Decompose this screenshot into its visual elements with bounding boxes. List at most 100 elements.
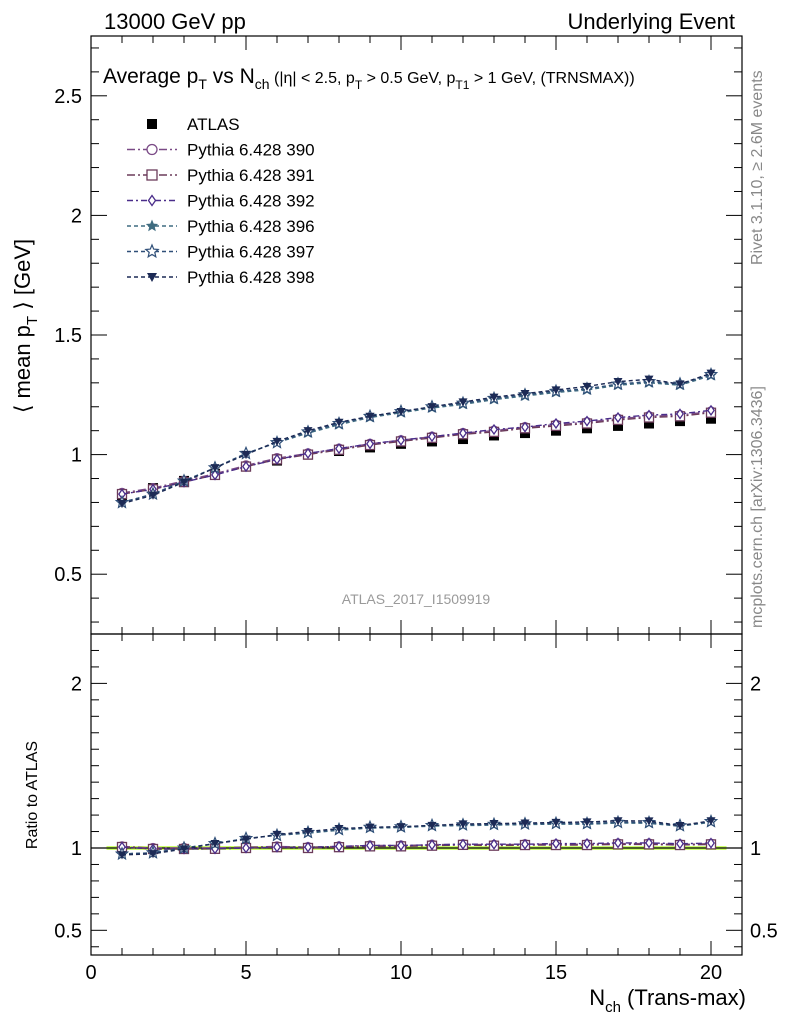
data-point: [552, 837, 560, 850]
data-point: [334, 824, 344, 834]
ratio-series: [114, 813, 719, 861]
data-point: [490, 423, 498, 436]
ratio-ticks: 0 5 10 15 20 0.5 0.5 1 1 2 2: [54, 633, 778, 984]
data-point: [707, 404, 715, 416]
data-point: [458, 820, 468, 829]
series-1: [116, 406, 717, 499]
data-point: [303, 827, 313, 837]
data-point: [303, 427, 313, 436]
xlabel-a: N: [589, 985, 605, 1010]
ratio-panel: 0 5 10 15 20 0.5 0.5 1 1 2 2 Ratio to ATLAS: [24, 633, 778, 984]
data-point: [521, 421, 529, 433]
rivet-label: Rivet 3.1.10, ≥ 2.6M events: [749, 70, 766, 265]
data-point: [552, 417, 560, 430]
data-point: [458, 398, 468, 407]
data-point: [273, 453, 281, 466]
mcplots-label: mcplots.cern.ch [arXiv:1306.3436]: [749, 386, 766, 628]
main-series: [114, 366, 719, 509]
data-point: [676, 838, 684, 850]
data-point: [428, 839, 436, 851]
data-point: [147, 273, 157, 282]
data-point: [397, 839, 405, 852]
series-4: [114, 813, 719, 861]
data-point: [706, 413, 716, 424]
data-point: [583, 837, 591, 850]
data-point: [706, 369, 716, 378]
y-tick-label-right: 1: [750, 838, 761, 860]
data-point: [645, 837, 653, 849]
data-point: [613, 378, 623, 387]
title-sub-ch: ch: [255, 76, 270, 92]
data-point: [397, 434, 405, 446]
legend-label: Pythia 6.428 391: [187, 166, 315, 185]
y-tick-label: 0.5: [54, 564, 82, 586]
data-point: [459, 838, 467, 850]
x-tick-label: 5: [240, 962, 251, 984]
data-point: [147, 194, 157, 207]
header-left: 13000 GeV pp: [104, 9, 246, 34]
x-tick-label: 15: [545, 962, 567, 984]
data-point: [117, 851, 127, 860]
data-point: [241, 451, 251, 460]
ratio-ylabel: Ratio to ATLAS: [24, 741, 41, 849]
title-sub-t1: T1: [455, 78, 469, 92]
analysis-watermark: ATLAS_2017_I1509919: [342, 591, 491, 607]
data-point: [146, 143, 158, 156]
main-ylabel: ⟨ mean pT ⟩ [GeV]: [10, 239, 41, 413]
data-point: [396, 823, 406, 832]
data-point: [146, 169, 158, 181]
y-tick-label: 2.5: [54, 86, 82, 108]
legend-entry: Pythia 6.428 391: [127, 166, 315, 185]
series-2: [118, 837, 715, 855]
title-sub-t: T: [198, 76, 207, 92]
data-point: [272, 830, 282, 840]
data-point: [459, 427, 467, 439]
legend-label: Pythia 6.428 392: [187, 192, 315, 211]
data-point: [396, 407, 406, 417]
main-ticks: 0.5 1 1.5 2 2.5: [54, 36, 743, 634]
legend: ATLAS Pythia 6.428 390 Pythia 6.428 391 Pyt…: [127, 115, 315, 287]
series-0: [117, 413, 716, 501]
y-tick-label: 2: [71, 673, 82, 695]
data-point: [366, 438, 374, 450]
data-point: [273, 841, 281, 853]
main-ylabel-sub: T: [24, 316, 41, 325]
series-line: [121, 372, 712, 505]
data-point: [210, 839, 220, 849]
data-point: [489, 820, 499, 829]
title-cuts-c: > 1 GeV, (TRNSMAX)): [469, 70, 634, 87]
data-point: [241, 835, 251, 844]
data-point: [148, 491, 158, 500]
xlabel-b: (Trans-max): [621, 985, 746, 1010]
legend-entry: ATLAS: [147, 115, 240, 134]
series-line: [121, 820, 712, 856]
legend-label: Pythia 6.428 390: [187, 141, 315, 160]
data-point: [428, 431, 436, 443]
data-point: [613, 420, 623, 431]
data-point: [147, 119, 157, 129]
data-point: [706, 817, 716, 826]
y-tick-label-right: 2: [750, 673, 761, 695]
data-point: [427, 403, 437, 412]
data-point: [614, 837, 622, 849]
main-ylabel-a: ⟨ mean p: [10, 325, 35, 413]
data-point: [334, 418, 344, 427]
data-point: [583, 415, 591, 427]
data-point: [614, 411, 622, 424]
x-tick-label: 20: [700, 962, 722, 984]
y-tick-label: 2: [71, 205, 82, 227]
x-axis-label: Nch (Trans-max): [589, 985, 746, 1016]
ratio-frame: [90, 633, 743, 956]
y-tick-label: 1: [71, 445, 82, 467]
y-tick-label-right: 0.5: [750, 920, 778, 942]
legend-entry: Pythia 6.428 392: [127, 192, 315, 211]
legend-label: Pythia 6.428 396: [187, 217, 315, 236]
data-point: [144, 243, 160, 259]
data-point: [242, 460, 250, 473]
data-point: [179, 845, 189, 854]
series-6: [117, 369, 716, 509]
data-point: [582, 382, 592, 391]
y-tick-label: 1: [71, 838, 82, 860]
